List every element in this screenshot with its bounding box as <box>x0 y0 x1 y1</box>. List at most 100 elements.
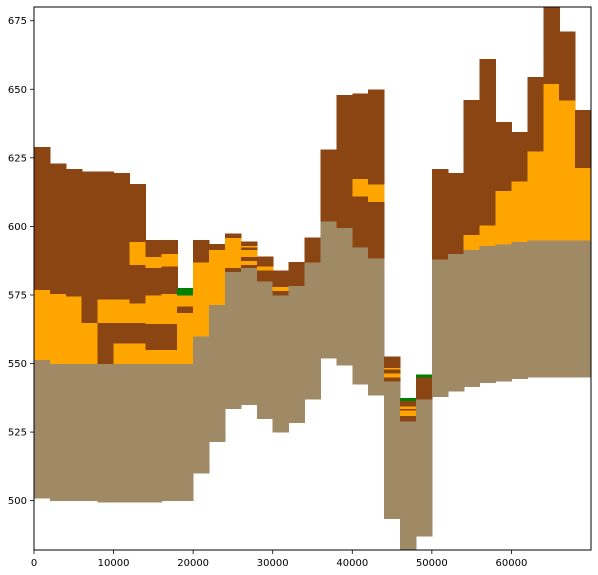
segment-orange-col-23-4 <box>400 406 417 409</box>
segment-brown-col-14-3 <box>257 257 274 267</box>
segment-orange-col-34-1 <box>575 167 592 240</box>
segment-orange-col-12-2 <box>225 237 242 268</box>
segment-orange-col-33-1 <box>559 100 576 240</box>
segment-orange-col-31-1 <box>527 151 544 241</box>
segment-tan-col-33-0 <box>559 240 576 378</box>
segment-brown-col-29-2 <box>496 122 513 191</box>
segment-tan-col-14-0 <box>257 281 274 419</box>
segment-brown-col-1-2 <box>50 163 67 294</box>
segment-brown-col-7-4 <box>145 268 162 296</box>
segment-orange-col-4-2 <box>98 299 115 323</box>
segment-orange-col-8-1 <box>161 350 178 364</box>
segment-orange-col-22-2 <box>384 373 401 378</box>
segment-brown-col-13-1 <box>241 265 258 268</box>
segment-brown-col-11-2 <box>209 244 226 250</box>
segment-brown-col-22-1 <box>384 377 401 382</box>
segment-tan-col-11-0 <box>209 305 226 443</box>
segment-brown-col-15-3 <box>273 270 290 287</box>
segment-brown-col-7-2 <box>145 324 162 350</box>
segment-tan-col-20-0 <box>352 247 369 385</box>
segment-tan-col-8-0 <box>161 364 178 502</box>
segment-orange-col-13-2 <box>241 261 258 266</box>
y-tick-label: 525 <box>8 428 27 439</box>
segment-tan-col-23-0 <box>400 421 417 550</box>
segment-brown-col-8-6 <box>161 240 178 254</box>
segment-tan-col-19-0 <box>336 228 353 366</box>
segment-orange-col-6-1 <box>129 343 146 364</box>
segment-orange-col-11-1 <box>209 250 226 305</box>
segment-orange-col-21-2 <box>368 184 385 202</box>
segment-brown-col-28-2 <box>480 59 497 225</box>
segment-orange-col-30-1 <box>511 181 528 242</box>
segment-tan-col-13-0 <box>241 268 258 406</box>
x-tick-label: 0 <box>31 558 37 569</box>
segment-tan-col-5-0 <box>114 364 131 503</box>
segment-brown-col-6-4 <box>129 265 146 304</box>
segment-tan-col-15-0 <box>273 295 290 433</box>
segment-brown-col-21-3 <box>368 89 385 184</box>
segment-brown-col-13-7 <box>241 241 258 246</box>
segment-brown-col-24-1 <box>416 377 433 399</box>
y-tick-label: 600 <box>8 222 27 233</box>
segment-tan-col-32-0 <box>543 240 560 378</box>
segment-green-col-24-2 <box>416 374 433 377</box>
segment-brown-col-9-2 <box>177 306 194 313</box>
segment-tan-col-17-0 <box>305 262 322 400</box>
x-tick-label: 60000 <box>496 558 528 569</box>
segment-green-col-9-4 <box>177 288 194 295</box>
segment-tan-col-4-0 <box>98 364 115 503</box>
segment-brown-col-4-3 <box>98 172 115 300</box>
segment-brown-col-20-3 <box>352 93 369 178</box>
segment-brown-col-18-1 <box>320 150 337 222</box>
segment-brown-col-15-1 <box>273 291 290 296</box>
segment-orange-col-9-3 <box>177 295 194 306</box>
segment-brown-col-8-2 <box>161 324 178 350</box>
segment-orange-col-14-2 <box>257 266 274 271</box>
segment-orange-col-20-2 <box>352 178 369 196</box>
segment-tan-col-21-0 <box>368 258 385 396</box>
x-tick-label: 50000 <box>416 558 448 569</box>
segment-tan-col-7-0 <box>145 364 162 503</box>
segment-tan-col-16-0 <box>289 285 306 423</box>
segment-orange-col-7-5 <box>145 257 162 268</box>
segment-tan-col-0-0 <box>34 359 51 498</box>
segment-brown-col-6-2 <box>129 322 146 343</box>
segment-brown-col-12-1 <box>225 268 242 273</box>
segment-tan-col-9-0 <box>177 364 194 502</box>
y-tick-label: 625 <box>8 153 27 164</box>
segment-brown-col-5-2 <box>114 322 131 343</box>
segment-brown-col-19-1 <box>336 95 353 228</box>
segment-orange-col-9-1 <box>177 313 194 364</box>
segment-tan-col-18-0 <box>320 221 337 359</box>
x-tick-label: 10000 <box>98 558 130 569</box>
segment-brown-col-3-2 <box>82 299 99 323</box>
segment-tan-col-3-0 <box>82 364 99 502</box>
segment-orange-col-28-1 <box>480 225 497 246</box>
segment-brown-col-32-2 <box>543 7 560 84</box>
segment-brown-col-34-2 <box>575 110 592 168</box>
segment-brown-col-23-1 <box>400 416 417 422</box>
segment-orange-col-6-5 <box>129 241 146 265</box>
segment-orange-col-8-5 <box>161 254 178 267</box>
segment-brown-col-8-4 <box>161 266 178 294</box>
segment-orange-col-7-3 <box>145 295 162 324</box>
segment-orange-col-13-4 <box>241 250 258 257</box>
segment-tan-col-34-0 <box>575 240 592 378</box>
segment-brown-col-25-1 <box>432 169 449 260</box>
segment-brown-col-16-1 <box>289 262 306 286</box>
y-tick-label: 575 <box>8 290 27 301</box>
segment-brown-col-6-6 <box>129 184 146 242</box>
y-tick-label: 550 <box>8 359 27 370</box>
segment-brown-col-2-2 <box>66 169 83 297</box>
segment-tan-col-31-0 <box>527 240 544 378</box>
segment-tan-col-24-0 <box>416 399 433 537</box>
x-tick-label: 40000 <box>336 558 368 569</box>
segment-tan-col-29-0 <box>496 244 513 382</box>
segment-orange-col-15-2 <box>273 287 290 292</box>
segment-tan-col-6-0 <box>129 364 146 503</box>
segment-brown-col-3-4 <box>82 172 99 300</box>
segment-tan-col-30-0 <box>511 241 528 379</box>
segment-orange-col-27-1 <box>464 235 481 250</box>
y-tick-label: 650 <box>8 85 27 96</box>
